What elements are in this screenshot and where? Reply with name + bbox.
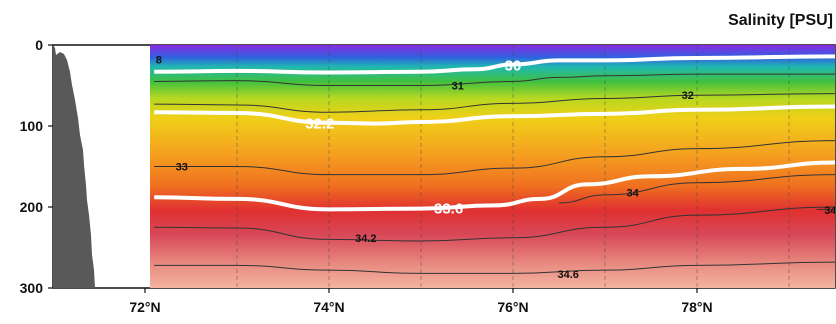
contour-label: 30	[505, 57, 522, 74]
bathymetry-shape	[53, 45, 95, 288]
contour-label: 33.6	[434, 201, 463, 218]
contour-label: 34.6	[557, 269, 578, 281]
chart-title: Salinity [PSU]	[728, 12, 833, 29]
contour-line-34	[558, 174, 835, 204]
contour-label: 8	[156, 55, 162, 67]
x-tick-label: 72°N	[129, 299, 160, 315]
contour-label: 32.2	[305, 116, 334, 133]
x-tick-label: 78°N	[681, 299, 712, 315]
contour-line-34.2	[154, 206, 835, 242]
x-axis: 72°N 74°N 76°N 78°N	[129, 288, 713, 315]
y-axis: 0 100 200 300	[20, 37, 53, 296]
contour-label: 34	[626, 187, 639, 199]
contour-label: 32	[682, 90, 694, 102]
contour-line-33.6	[154, 160, 835, 212]
x-tick-label: 76°N	[497, 299, 528, 315]
contour-label: 34	[824, 205, 836, 217]
contour-line-34.6	[154, 261, 835, 274]
salinity-gradient	[150, 45, 835, 288]
contour-label: 34.2	[355, 233, 376, 245]
contour-line-32	[154, 93, 835, 113]
y-tick-label: 0	[35, 37, 43, 53]
contour-line-33	[154, 140, 835, 176]
contour-label: 33	[176, 162, 188, 174]
contour-line-31	[154, 73, 835, 87]
contour-line-30	[154, 54, 835, 75]
x-tick-label: 74°N	[313, 299, 344, 315]
y-tick-label: 200	[20, 199, 44, 215]
contour-line-32.2	[154, 104, 835, 126]
y-tick-label: 100	[20, 118, 44, 134]
salinity-field: 30 31 32.2 32 33 33.6 34 34.2 34.6 34 8	[150, 45, 836, 288]
y-tick-label: 300	[20, 280, 44, 296]
contour-label: 31	[452, 81, 464, 93]
